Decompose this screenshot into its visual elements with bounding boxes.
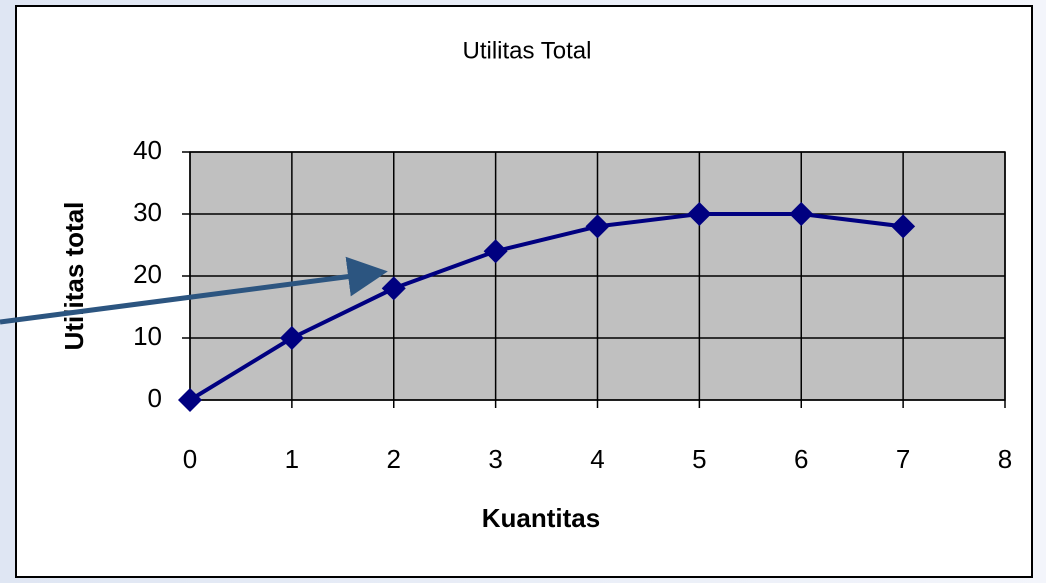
x-tick-label: 3 xyxy=(488,444,502,474)
y-tick-label: 0 xyxy=(148,383,162,413)
y-tick-label: 30 xyxy=(133,197,162,227)
pointer-arrow xyxy=(0,256,388,325)
data-point xyxy=(687,202,712,226)
x-tick-label: 4 xyxy=(590,444,604,474)
data-point xyxy=(789,202,814,226)
data-point xyxy=(178,388,202,412)
data-point xyxy=(891,214,916,239)
y-tick-label: 20 xyxy=(133,259,162,289)
y-tick-label: 10 xyxy=(133,321,162,351)
x-tick-label: 2 xyxy=(387,444,401,474)
data-point xyxy=(585,214,610,239)
y-axis-label: Utilitas total xyxy=(59,202,89,351)
x-tick-label: 8 xyxy=(998,444,1012,474)
data-point xyxy=(483,239,508,264)
x-tick-label: 1 xyxy=(285,444,299,474)
x-axis-label: Kuantitas xyxy=(482,503,600,533)
data-line xyxy=(188,212,904,402)
y-tick-label: 40 xyxy=(133,135,162,165)
chart-title: Utilitas Total xyxy=(463,37,592,64)
x-tick-label: 6 xyxy=(794,444,808,474)
x-tick-label: 0 xyxy=(183,444,197,474)
x-tick-label: 5 xyxy=(692,444,706,474)
x-tick-label: 7 xyxy=(896,444,910,474)
data-point xyxy=(279,326,304,350)
